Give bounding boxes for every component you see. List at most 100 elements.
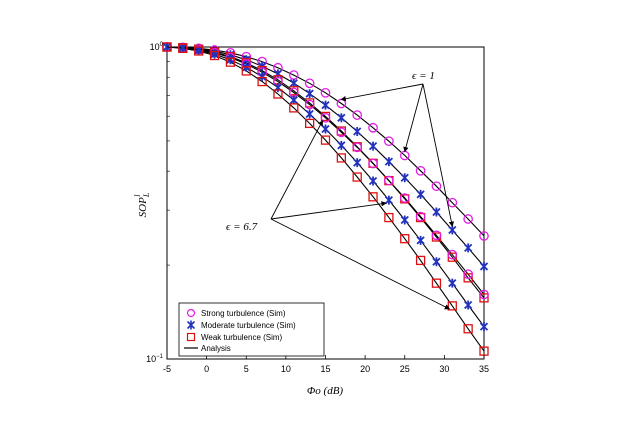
x-axis-label: Φo (dB) — [307, 385, 344, 397]
marker-weak — [415, 255, 426, 266]
legend-box — [178, 302, 325, 357]
marker-strong — [384, 136, 394, 147]
annotation-arrow-eps1 — [422, 83, 455, 227]
y-axis-label-sup: l — [133, 194, 142, 197]
marker-moderate — [432, 207, 441, 217]
marker-weak — [320, 135, 331, 145]
x-tick-label: 20 — [360, 364, 370, 374]
marker-weak — [400, 234, 410, 244]
marker-moderate — [464, 300, 473, 310]
x-tick-label: 5 — [244, 364, 249, 374]
legend-label-strong: Strong turbulence (Sim) — [201, 309, 286, 318]
marker-weak — [384, 212, 394, 223]
analysis-line — [166, 46, 485, 295]
svg-text:SOPLl: SOPLl — [133, 192, 151, 217]
y-axis-label: SOPLl — [133, 192, 151, 217]
analysis-line — [166, 46, 485, 352]
x-tick-label: 15 — [320, 364, 330, 374]
x-tick-label: 30 — [439, 364, 449, 374]
y-axis-ticks: 100 10−1 — [146, 42, 172, 364]
marker-moderate — [257, 72, 267, 82]
annotation-eps67: ϵ = 6.7 — [226, 221, 258, 233]
y-tick-label: 100 — [150, 42, 164, 52]
marker-moderate — [226, 55, 235, 65]
marker-moderate — [368, 176, 378, 186]
x-tick-label: 35 — [479, 364, 489, 374]
marker-weak — [304, 118, 315, 129]
y-tick-label: 10−1 — [146, 354, 164, 364]
marker-moderate — [321, 100, 330, 110]
marker-strong — [336, 127, 347, 138]
marker-moderate — [368, 141, 378, 151]
marker-moderate — [479, 322, 489, 332]
legend-marker-strong — [186, 308, 196, 318]
annotation-arrow-eps67 — [270, 218, 451, 310]
marker-weak — [178, 43, 188, 54]
legend-marker-weak — [186, 332, 196, 342]
marker-strong — [320, 112, 331, 123]
annotation-arrow-eps67 — [270, 201, 387, 220]
marker-moderate — [416, 235, 425, 245]
marker-weak — [431, 278, 442, 288]
x-tick-label: -5 — [163, 364, 171, 374]
marker-strong — [368, 122, 378, 133]
marker-moderate — [337, 113, 346, 123]
marker-weak — [463, 273, 473, 283]
marker-strong — [399, 193, 410, 203]
annotation-arrow-eps1 — [403, 83, 424, 153]
marker-moderate — [432, 257, 441, 267]
marker-moderate — [305, 109, 314, 119]
marker-weak — [289, 103, 299, 113]
annotation-arrow-eps67 — [270, 120, 323, 220]
marker-weak — [368, 192, 378, 202]
marker-strong — [352, 110, 363, 120]
marker-weak — [209, 50, 220, 61]
legend-marker-moderate — [186, 320, 196, 330]
marker-moderate — [305, 89, 314, 99]
marker-strong — [447, 197, 458, 208]
marker-moderate — [464, 243, 473, 253]
marker-strong — [431, 181, 442, 192]
marker-strong — [368, 158, 378, 169]
marker-strong — [431, 230, 442, 241]
marker-moderate — [337, 140, 346, 150]
simulation-markers — [162, 42, 489, 356]
legend-label-moderate: Moderate turbulence (Sim) — [201, 321, 296, 330]
marker-strong — [463, 214, 473, 224]
marker-weak — [225, 57, 236, 67]
analysis-line — [166, 46, 485, 299]
marker-moderate — [289, 95, 298, 105]
analysis-line — [166, 46, 485, 237]
marker-moderate — [353, 158, 362, 168]
marker-weak — [257, 76, 267, 87]
annotation-arrows — [270, 83, 455, 310]
x-tick-label: 10 — [281, 364, 291, 374]
legend-label-analysis: Analysis — [201, 344, 231, 353]
marker-strong — [479, 231, 489, 241]
marker-strong — [352, 142, 363, 153]
marker-strong — [320, 87, 331, 98]
marker-moderate — [178, 43, 187, 53]
x-tick-label: 25 — [400, 364, 410, 374]
marker-strong — [304, 99, 315, 110]
legend-label-weak: Weak turbulence (Sim) — [201, 333, 283, 342]
marker-weak — [463, 324, 473, 334]
marker-moderate — [479, 261, 489, 271]
marker-weak — [241, 66, 251, 76]
y-axis-label-main: SOP — [137, 197, 149, 217]
marker-weak — [479, 293, 489, 303]
marker-strong — [415, 165, 426, 176]
marker-weak — [273, 89, 283, 99]
marker-moderate — [400, 215, 409, 225]
marker-moderate — [448, 225, 457, 235]
marker-moderate — [321, 124, 330, 134]
annotation-eps1: ϵ = 1 — [412, 70, 435, 82]
marker-strong — [463, 269, 473, 280]
marker-moderate — [384, 157, 394, 167]
marker-weak — [352, 172, 362, 182]
marker-moderate — [416, 189, 425, 199]
marker-weak — [194, 46, 204, 56]
marker-strong — [304, 78, 315, 89]
marker-weak — [336, 153, 347, 163]
